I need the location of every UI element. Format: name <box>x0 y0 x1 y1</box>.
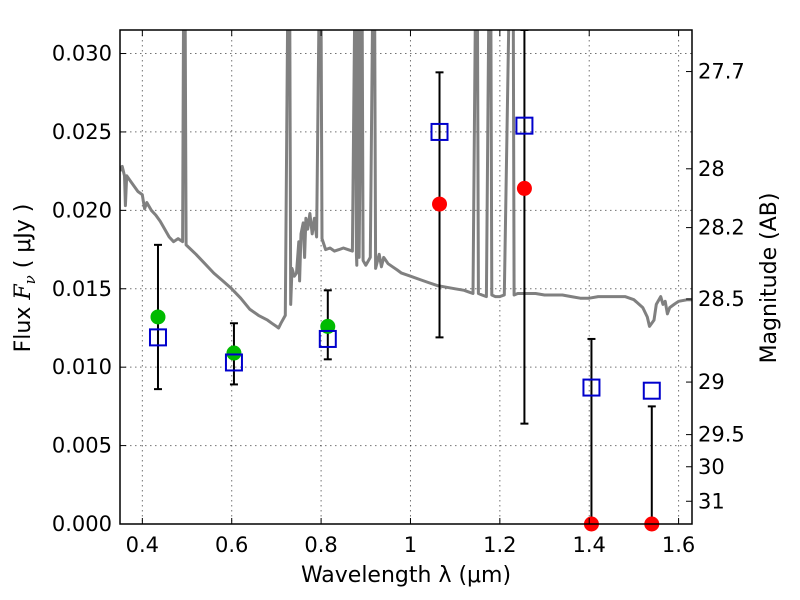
magnitude-tick-label: 30 <box>698 455 725 479</box>
y-tick-label: 0.015 <box>52 277 112 301</box>
magnitude-tick-label: 28.2 <box>698 216 745 240</box>
model-point <box>226 345 242 361</box>
y-tick-label: 0.030 <box>52 42 112 66</box>
y-tick-label: 0.010 <box>52 355 112 379</box>
model-point <box>516 180 532 196</box>
observed-point <box>318 329 337 348</box>
magnitude-tick-label: 28 <box>698 157 725 181</box>
magnitude-tick-label: 28.5 <box>698 287 745 311</box>
axis-ticks <box>120 30 692 525</box>
observed-point <box>582 378 601 397</box>
plot-frame <box>119 29 693 525</box>
magnitude-tick-label: 31 <box>698 489 725 513</box>
y-tick-label: 0.025 <box>52 120 112 144</box>
observed-point <box>515 116 534 135</box>
y-tick-label: 0.000 <box>52 512 112 536</box>
spectrum-line <box>120 30 692 330</box>
observed-points <box>148 116 661 400</box>
y-axis-label: Flux Fν ( μJy ) <box>11 204 39 353</box>
y-tick-label: 0.020 <box>52 198 112 222</box>
x-tick-label: 0.4 <box>126 533 159 557</box>
observed-point <box>224 353 243 372</box>
model-points <box>150 180 660 532</box>
magnitude-tick-label: 29.5 <box>698 423 745 447</box>
observed-point <box>642 381 661 400</box>
tick-labels: 0.4 0.6 0.8 1 1.2 1.4 1.6 0.000 0.005 0.010 0.015 0… <box>52 42 745 557</box>
x-tick-label: 1 <box>404 533 417 557</box>
observed-point <box>430 122 449 141</box>
x-tick-label: 0.8 <box>304 533 337 557</box>
y-axis-label-suffix: ( μJy ) <box>11 204 36 276</box>
magnitude-tick-label: 27.7 <box>698 60 745 84</box>
x-axis-label: Wavelength λ (μm) <box>301 563 511 588</box>
magnitude-tick-label: 29 <box>698 370 725 394</box>
x-tick-label: 1.2 <box>483 533 516 557</box>
model-point <box>150 309 166 325</box>
y-axis-label-symbol: F <box>11 284 36 301</box>
model-spectrum <box>120 30 692 330</box>
model-point <box>432 196 448 212</box>
x-tick-label: 1.4 <box>573 533 606 557</box>
y-tick-label: 0.005 <box>52 434 112 458</box>
y-axis-label-prefix: Flux <box>11 300 36 353</box>
x-tick-label: 0.6 <box>215 533 248 557</box>
y-axis-label-subscript: ν <box>21 275 39 284</box>
x-tick-label: 1.6 <box>662 533 695 557</box>
observed-point <box>148 328 167 347</box>
y2-axis-label: Magnitude (AB) <box>757 193 782 364</box>
